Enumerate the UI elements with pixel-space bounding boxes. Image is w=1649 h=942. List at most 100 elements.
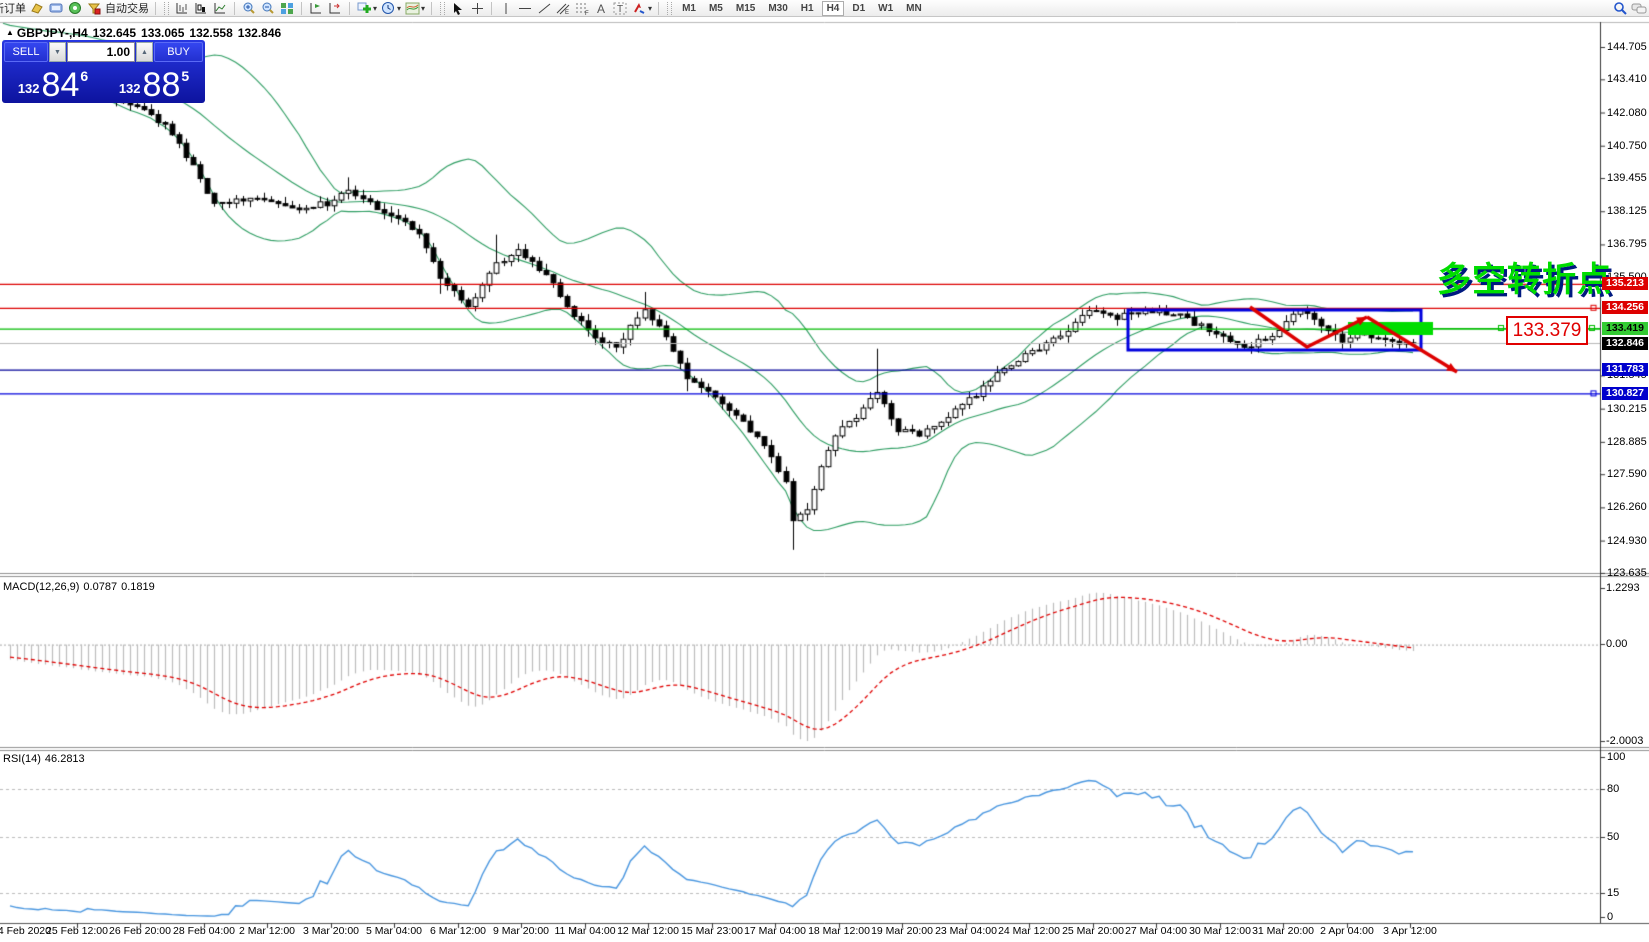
- tile-windows-icon[interactable]: [279, 1, 295, 16]
- templates-dropdown-icon[interactable]: ▾: [421, 3, 426, 13]
- rsi-tick-label: 80: [1607, 783, 1620, 795]
- quote-low: 132.558: [189, 26, 233, 40]
- buy-price-prefix: 132: [118, 81, 141, 96]
- volume-input[interactable]: [67, 42, 135, 62]
- trendline-icon[interactable]: [536, 1, 552, 16]
- tab-timeframe-w1[interactable]: W1: [878, 2, 894, 14]
- autotrading-icon[interactable]: [86, 1, 102, 16]
- candlestick-chart-icon[interactable]: [193, 1, 209, 16]
- quote-high: 133.065: [141, 26, 185, 40]
- buy-price[interactable]: 132 88 5: [105, 63, 203, 102]
- channel-icon[interactable]: E: [555, 1, 571, 16]
- sell-button[interactable]: SELL: [4, 42, 48, 62]
- time-tick-label: 12 Mar 12:00: [617, 925, 679, 937]
- price-tick-label: 142.080: [1607, 106, 1647, 119]
- zoom-out-icon[interactable]: [260, 1, 276, 16]
- time-tick-label: 31 Mar 20:00: [1252, 925, 1314, 937]
- price-label-133379[interactable]: 133.379: [1506, 316, 1588, 345]
- sell-price-big: 84: [41, 66, 80, 104]
- autotrading-button[interactable]: 自动交易: [105, 3, 149, 15]
- rsi-title: RSI(14): [3, 753, 41, 765]
- tab-timeframe-m5[interactable]: M5: [708, 2, 723, 14]
- vertical-line-icon[interactable]: [498, 1, 514, 16]
- tab-timeframe-mn[interactable]: MN: [906, 2, 922, 14]
- time-tick-label: 27 Mar 04:00: [1125, 925, 1187, 937]
- fibonacci-icon[interactable]: F: [574, 1, 590, 16]
- sell-price[interactable]: 132 84 6: [4, 63, 102, 102]
- price-level-badge: 131.783: [1602, 363, 1648, 377]
- price-level-badge: 133.419: [1602, 322, 1648, 336]
- tab-timeframe-h1[interactable]: H1: [800, 2, 814, 14]
- buy-button[interactable]: BUY: [154, 42, 203, 62]
- price-tick-label: 128.885: [1607, 435, 1647, 448]
- rsi-tick-label: 15: [1607, 887, 1620, 899]
- arrows-dropdown-icon[interactable]: ▾: [648, 3, 653, 13]
- arrows-icon[interactable]: [631, 1, 647, 16]
- macd-indicator-label: MACD(12,26,9) 0.0787 0.1819: [3, 581, 159, 593]
- comments-icon[interactable]: [1631, 1, 1647, 16]
- price-tick-label: 124.930: [1607, 534, 1647, 547]
- volume-decrease-button[interactable]: ▼: [49, 42, 66, 62]
- price-level-badge: 132.846: [1602, 336, 1648, 350]
- macd-main-value: 0.0787: [83, 581, 118, 593]
- time-tick-label: 30 Mar 12:00: [1189, 925, 1251, 937]
- time-tick-label: 18 Mar 12:00: [808, 925, 870, 937]
- periods-icon[interactable]: [380, 1, 396, 16]
- cursor-icon[interactable]: [450, 1, 466, 16]
- collapse-panel-icon[interactable]: ▲: [6, 28, 14, 37]
- tab-timeframe-d1[interactable]: D1: [852, 2, 866, 14]
- indicators-icon[interactable]: [356, 1, 372, 16]
- order-ticket-icon[interactable]: [29, 1, 45, 16]
- text-label-icon[interactable]: T: [612, 1, 628, 16]
- price-chart-canvas[interactable]: [0, 17, 1649, 942]
- toolbar: 新订单 自动交易 ▾ ▾ ▾: [0, 0, 1649, 17]
- svg-text:T: T: [617, 4, 623, 15]
- signals-icon[interactable]: [67, 1, 83, 16]
- line-chart-icon[interactable]: [212, 1, 228, 16]
- search-icon[interactable]: [1612, 1, 1628, 16]
- svg-text:E: E: [565, 10, 569, 15]
- crosshair-icon[interactable]: [469, 1, 485, 16]
- quote-symbol: GBPJPY-,H4: [16, 26, 88, 40]
- buy-price-sup: 5: [181, 68, 190, 84]
- time-tick-label: 23 Mar 04:00: [935, 925, 997, 937]
- indicators-dropdown-icon[interactable]: ▾: [373, 3, 378, 13]
- time-tick-label: 3 Mar 20:00: [302, 925, 360, 937]
- macd-tick-label: 0.00: [1606, 638, 1628, 650]
- time-tick-label: 24 Mar 12:00: [998, 925, 1060, 937]
- market-watch-icon[interactable]: [48, 1, 64, 16]
- rsi-tick-label: 100: [1607, 751, 1626, 763]
- quote-open: 132.645: [92, 26, 137, 40]
- buy-price-big: 88: [142, 66, 181, 104]
- price-tick-label: 127.590: [1607, 468, 1647, 481]
- svg-text:F: F: [585, 11, 589, 15]
- bar-chart-icon[interactable]: [174, 1, 190, 16]
- price-tick-label: 138.125: [1607, 205, 1647, 218]
- time-tick-label: 28 Feb 04:00: [173, 925, 235, 937]
- templates-icon[interactable]: [404, 1, 420, 16]
- turning-point-annotation[interactable]: 多空转折点: [1437, 261, 1612, 299]
- zoom-in-icon[interactable]: [241, 1, 257, 16]
- macd-tick-label: -2.0003: [1606, 735, 1644, 747]
- macd-title: MACD(12,26,9): [3, 581, 80, 593]
- horizontal-line-icon[interactable]: [517, 1, 533, 16]
- time-tick-label: 2 Apr 04:00: [1320, 925, 1374, 937]
- time-tick-label: 6 Mar 12:00: [429, 925, 487, 937]
- tab-timeframe-m15[interactable]: M15: [735, 2, 756, 14]
- new-order-button[interactable]: 新订单: [0, 3, 26, 15]
- tab-timeframe-m1[interactable]: M1: [682, 2, 696, 14]
- chart-window: ▲ GBPJPY-,H4 132.645 133.065 132.558 132.846 …: [0, 17, 1649, 942]
- one-click-trading-panel: SELL ▼ ▲ BUY 132 84 6 132 88 5: [2, 40, 205, 103]
- tab-timeframe-m30[interactable]: M30: [768, 2, 788, 14]
- tab-timeframe-h4[interactable]: H4: [821, 0, 845, 16]
- time-tick-label: 17 Mar 04:00: [744, 925, 806, 937]
- time-tick-label: 15 Mar 23:00: [681, 925, 743, 937]
- quote-close: 132.846: [237, 26, 282, 40]
- time-tick-label: 26 Feb 20:00: [109, 925, 171, 937]
- new-chart-icon[interactable]: [308, 1, 324, 16]
- text-icon[interactable]: A: [593, 1, 609, 16]
- volume-increase-button[interactable]: ▲: [136, 42, 153, 62]
- periods-dropdown-icon[interactable]: ▾: [397, 3, 402, 13]
- chart-shift-icon[interactable]: [327, 1, 343, 16]
